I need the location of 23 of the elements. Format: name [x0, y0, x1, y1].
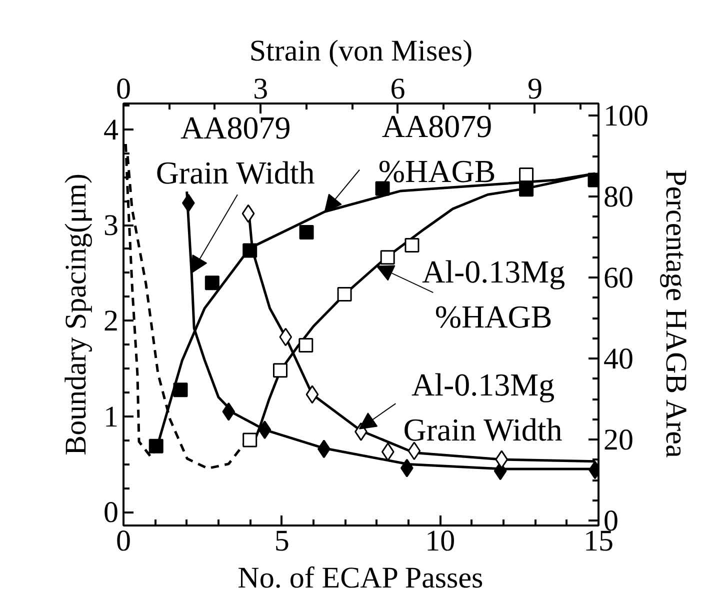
x2-tick-label: 3 — [253, 72, 268, 106]
y2-tick-label: 40 — [604, 342, 634, 376]
x2-axis-title: Strain (von Mises) — [249, 34, 473, 68]
y2-tick-label: 60 — [604, 262, 634, 295]
annotation: AA8079 Grain Width — [156, 109, 315, 190]
x-axis-title: No. of ECAP Passes — [238, 562, 484, 594]
y-tick-label: 0 — [104, 496, 118, 530]
y-tick-label: 3 — [104, 209, 118, 242]
y-tick-label: 4 — [104, 113, 118, 146]
x2-tick-label: 9 — [527, 72, 542, 106]
y2-axis-title: Percentage HAGB Area — [660, 170, 692, 458]
y2-tick-label: 20 — [604, 424, 634, 457]
y-tick-label: 2 — [104, 304, 118, 338]
annotation: Al-0.13Mg %HAGB — [422, 253, 566, 334]
y2-tick-label: 80 — [604, 180, 634, 214]
x-tick-label: 5 — [274, 524, 290, 558]
x2-tick-label: 6 — [390, 72, 406, 106]
y-axis-title: Boundary Spacing(μm) — [60, 174, 92, 456]
annotation: Al-0.13Mg Grain Width — [403, 366, 562, 448]
y2-tick-label: 100 — [604, 100, 648, 133]
annotation: AA8079 %HAGB — [378, 108, 496, 190]
y-tick-label: 1 — [104, 400, 118, 434]
x-tick-label: 10 — [425, 524, 456, 558]
